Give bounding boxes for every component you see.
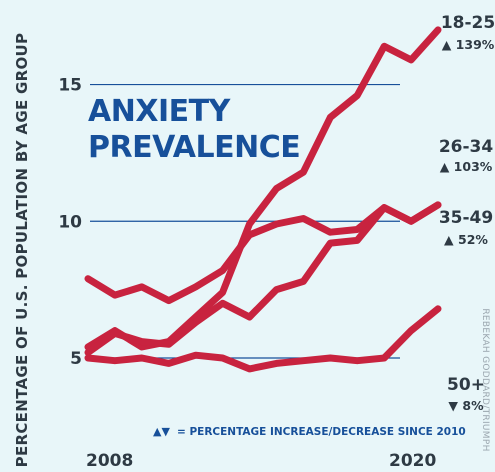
legend-arrows: ▲▼ [153, 425, 170, 438]
series-label-50+: 50+ [447, 375, 485, 395]
photo-credit: REBEKAH GODDARD/TRIUMPH [480, 308, 490, 451]
series-change-50+: ▼ 8% [448, 398, 484, 413]
series-label-18-25: 18-25 [441, 13, 495, 33]
series-label-35-49: 35-49 [439, 208, 493, 228]
x-tick-2020: 2020 [389, 451, 436, 471]
y-tick-10: 10 [58, 212, 82, 232]
y-tick-5: 5 [70, 349, 82, 369]
series-line-18-25 [84, 26, 442, 351]
series-change-35-49: ▲ 52% [444, 232, 488, 247]
chart-title-line-1: ANXIETY [88, 94, 232, 129]
x-tick-2008: 2008 [86, 451, 133, 471]
series-line-35-49 [84, 201, 442, 305]
y-axis-label: PERCENTAGE OF U.S. POPULATION BY AGE GRO… [13, 33, 31, 468]
series-line-50+ [84, 305, 442, 373]
y-tick-15: 15 [58, 76, 82, 96]
y-tick-labels: 5 10 15 [58, 76, 82, 369]
legend-note-text: = PERCENTAGE INCREASE/DECREASE SINCE 201… [177, 426, 466, 438]
series-change-18-25: ▲ 139% [442, 37, 495, 52]
series-labels: 18-25 ▲ 139% 26-34 ▲ 103% 35-49 ▲ 52% 50+ ▼ 8% [439, 13, 495, 413]
series-change-26-34: ▲ 103% [440, 159, 493, 174]
series-label-26-34: 26-34 [439, 137, 494, 157]
legend-note: ▲▼ = PERCENTAGE INCREASE/DECREASE SINCE … [153, 425, 466, 438]
chart-title-line-2: PREVALENCE [88, 130, 300, 165]
series-lines [84, 26, 442, 373]
